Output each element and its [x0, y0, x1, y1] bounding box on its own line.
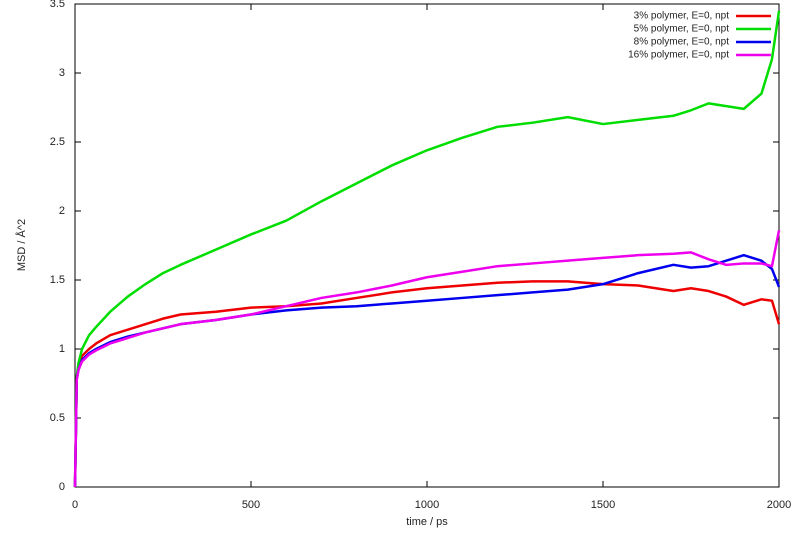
legend-label: 8% polymer, E=0, npt [634, 37, 730, 48]
x-axis-label: time / ps [406, 516, 448, 528]
x-tick-label: 0 [72, 499, 78, 511]
legend-label: 16% polymer, E=0, npt [628, 50, 729, 61]
x-tick-label: 500 [242, 499, 260, 511]
y-tick-label: 3.5 [50, 0, 65, 10]
y-axis-label: MSD / Å^2 [15, 219, 28, 271]
y-tick-label: 2 [59, 205, 65, 217]
x-tick-label: 1000 [415, 499, 439, 511]
y-tick-label: 1 [59, 343, 65, 355]
plot-frame [74, 3, 780, 488]
y-tick-label: 3 [59, 67, 65, 79]
series-line [73, 280, 781, 488]
x-tick-label: 2000 [767, 499, 791, 511]
legend-label: 5% polymer, E=0, npt [634, 24, 730, 35]
legend-label: 3% polymer, E=0, npt [634, 11, 730, 22]
y-tick-label: 2.5 [50, 136, 65, 148]
y-tick-label: 1.5 [50, 274, 65, 286]
y-tick-label: 0 [59, 481, 65, 493]
series-line [73, 10, 781, 488]
x-tick-label: 1500 [591, 499, 615, 511]
y-tick-label: 0.5 [50, 412, 65, 424]
series-line [73, 230, 781, 488]
